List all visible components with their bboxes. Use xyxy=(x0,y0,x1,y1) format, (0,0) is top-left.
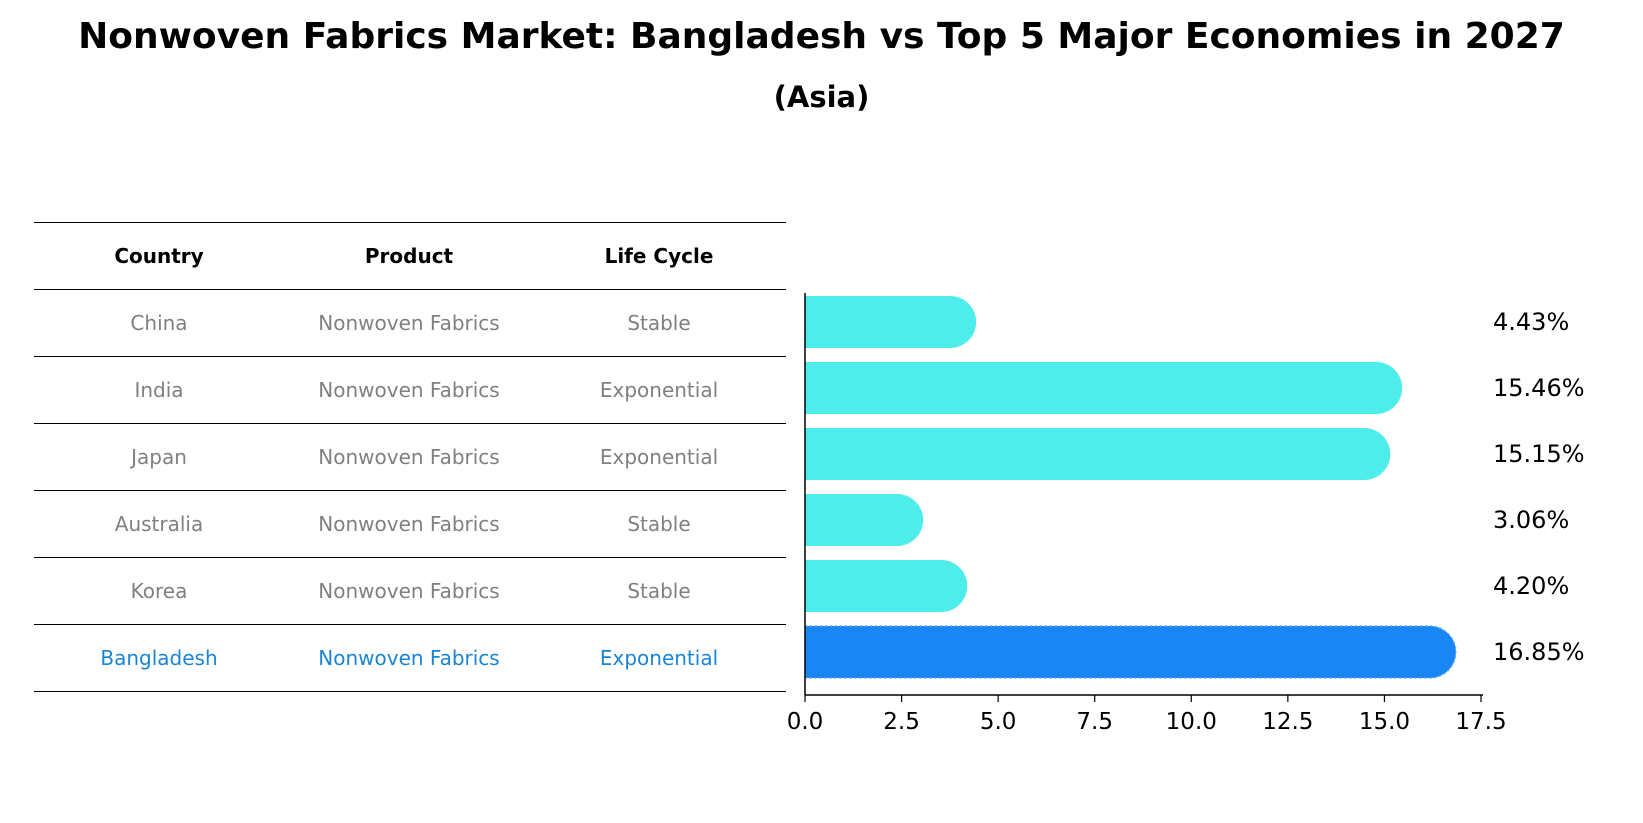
bar-highlight xyxy=(804,625,1457,679)
x-tick-label: 7.5 xyxy=(1076,709,1113,735)
cell-product: Nonwoven Fabrics xyxy=(318,378,500,402)
cell-product: Nonwoven Fabrics xyxy=(318,646,500,670)
cell-life-cycle: Stable xyxy=(627,311,691,335)
value-label: 15.15% xyxy=(1493,440,1585,468)
table-row: Japan Nonwoven Fabrics Exponential xyxy=(34,423,786,490)
header-product: Product xyxy=(364,244,454,268)
chart-subtitle: (Asia) xyxy=(773,80,870,114)
country-table: Country Product Life Cycle China Nonwove… xyxy=(34,222,786,692)
cell-country: India xyxy=(134,378,184,402)
cell-life-cycle: Exponential xyxy=(599,646,719,670)
cell-product: Nonwoven Fabrics xyxy=(318,311,500,335)
bar xyxy=(805,362,1403,414)
bar xyxy=(805,494,924,546)
x-tick-label: 2.5 xyxy=(883,709,920,735)
cell-country: Australia xyxy=(114,512,204,536)
cell-life-cycle: Exponential xyxy=(599,445,719,469)
table-row-highlight: Bangladesh Nonwoven Fabrics Exponential xyxy=(34,624,786,692)
value-label: 3.06% xyxy=(1493,506,1569,534)
cell-life-cycle: Exponential xyxy=(599,378,719,402)
cell-country: China xyxy=(130,311,188,335)
table-row: Australia Nonwoven Fabrics Stable xyxy=(34,490,786,557)
chart-title: Nonwoven Fabrics Market: Bangladesh vs T… xyxy=(78,16,1565,57)
x-tick-label: 15.0 xyxy=(1359,709,1410,735)
cell-product: Nonwoven Fabrics xyxy=(318,512,500,536)
cell-country: Korea xyxy=(130,579,188,603)
x-tick-label: 12.5 xyxy=(1262,709,1313,735)
cell-life-cycle: Stable xyxy=(627,512,691,536)
table-row: Korea Nonwoven Fabrics Stable xyxy=(34,557,786,624)
value-label: 15.46% xyxy=(1493,374,1585,402)
header-life-cycle: Life Cycle xyxy=(604,244,714,268)
bar xyxy=(805,296,977,348)
cell-product: Nonwoven Fabrics xyxy=(318,445,500,469)
header-country: Country xyxy=(114,244,204,268)
bar xyxy=(805,428,1391,480)
cell-product: Nonwoven Fabrics xyxy=(318,579,500,603)
value-label: 4.20% xyxy=(1493,572,1569,600)
x-tick-label: 10.0 xyxy=(1166,709,1217,735)
table-row: China Nonwoven Fabrics Stable xyxy=(34,289,786,356)
cell-country: Japan xyxy=(131,445,187,469)
table-header-row: Country Product Life Cycle xyxy=(34,222,786,289)
table-row: India Nonwoven Fabrics Exponential xyxy=(34,356,786,423)
value-label: 4.43% xyxy=(1493,308,1569,336)
x-tick-label: 0.0 xyxy=(787,709,824,735)
x-tick-label: 17.5 xyxy=(1455,709,1506,735)
cell-life-cycle: Stable xyxy=(627,579,691,603)
x-tick-label: 5.0 xyxy=(980,709,1017,735)
bar xyxy=(805,560,968,612)
value-label: 16.85% xyxy=(1493,638,1585,666)
cell-country: Bangladesh xyxy=(100,646,218,670)
